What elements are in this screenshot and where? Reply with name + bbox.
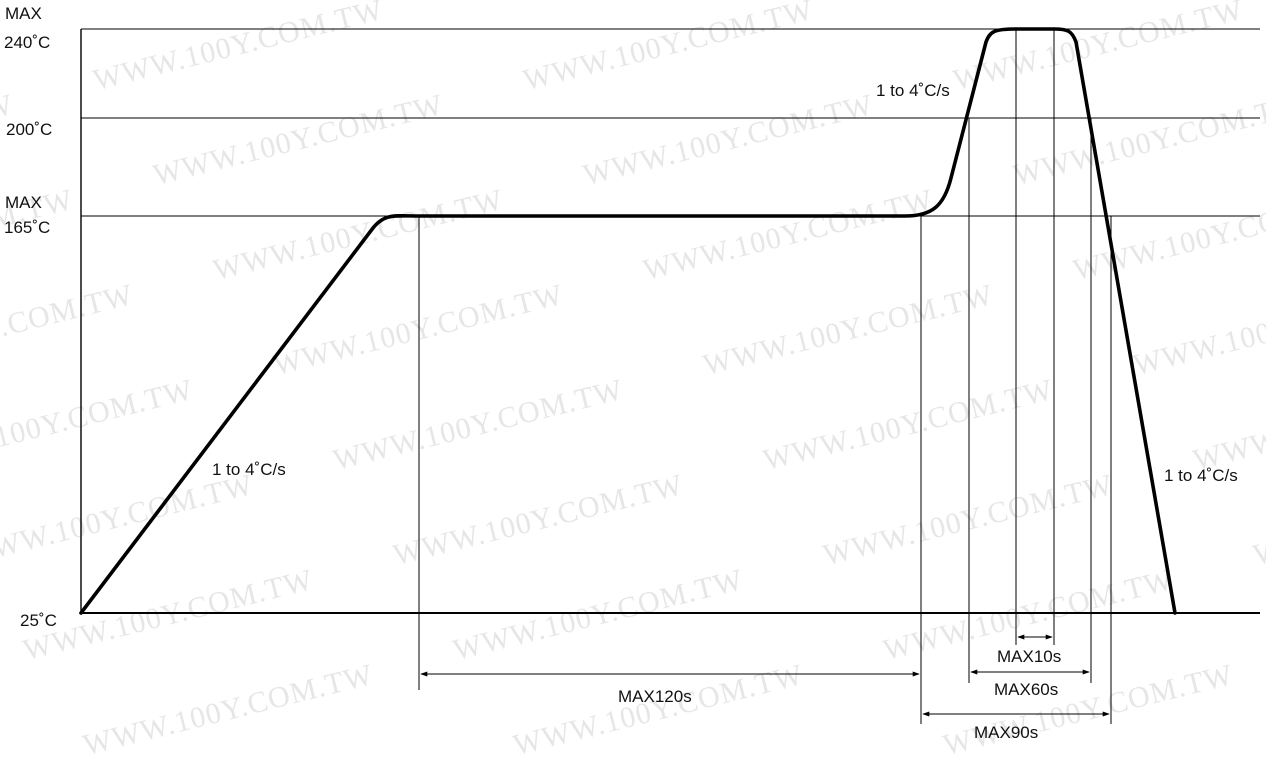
y-label-25: 25˚C — [20, 611, 57, 630]
duration-label-soak: MAX120s — [618, 687, 692, 706]
reflow-profile-svg: MAX 240˚C 200˚C MAX 165˚C 25˚C 1 to 4˚C/… — [4, 4, 1260, 742]
duration-label-above-200: MAX60s — [994, 680, 1058, 699]
rate-label-reflow-rise: 1 to 4˚C/s — [876, 81, 950, 100]
temperature-profile-curve — [79, 27, 1177, 615]
duration-label-peak: MAX10s — [997, 647, 1061, 666]
duration-label-above-165: MAX90s — [974, 723, 1038, 742]
y-label-240: 240˚C — [4, 33, 50, 52]
y-label-240-max: MAX — [5, 4, 42, 23]
y-label-165: 165˚C — [4, 218, 50, 237]
rate-label-ramp-up: 1 to 4˚C/s — [212, 460, 286, 479]
y-label-200: 200˚C — [6, 120, 52, 139]
rate-label-cool-down: 1 to 4˚C/s — [1164, 466, 1238, 485]
y-label-165-max: MAX — [5, 193, 42, 212]
